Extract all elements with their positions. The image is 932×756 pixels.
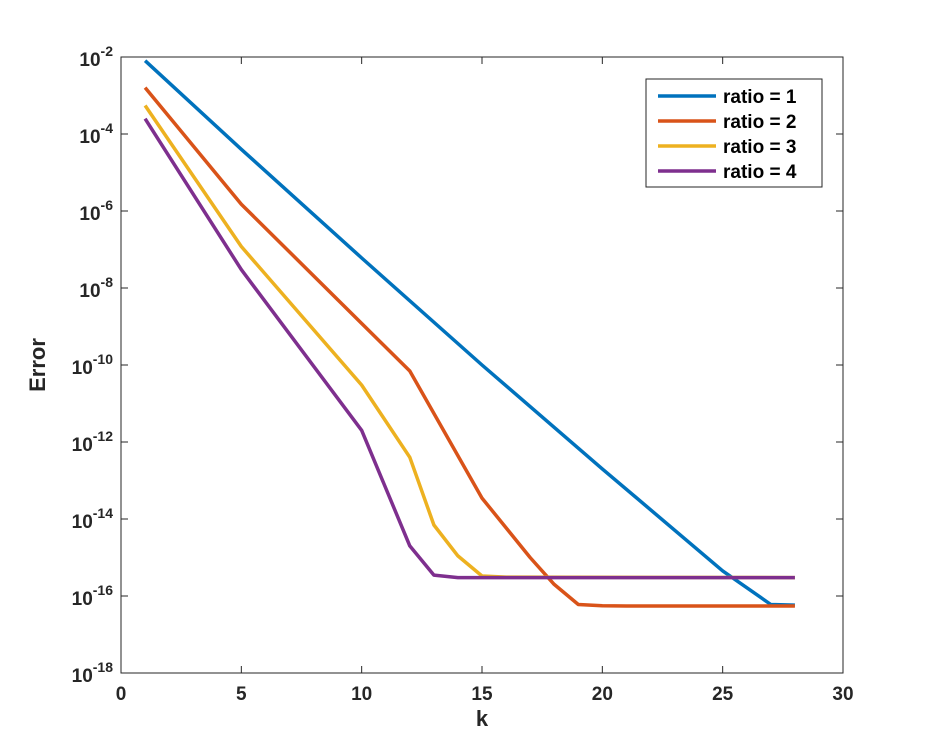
series-line-ratio-4 xyxy=(143,117,795,580)
series-line-ratio-2 xyxy=(143,86,795,608)
y-tick-exponent: -16 xyxy=(93,582,113,598)
axis-ticks xyxy=(120,56,844,674)
y-tick-exponent: -4 xyxy=(101,120,114,136)
y-tick-label: 10-10 xyxy=(72,351,114,379)
y-tick-exponent: -14 xyxy=(93,505,113,521)
y-tick-base: 10 xyxy=(72,589,93,610)
y-tick-label: 10-12 xyxy=(72,428,114,456)
y-tick-base: 10 xyxy=(72,512,93,533)
legend: ratio = 1 ratio = 2 ratio = 3 ratio = 4 xyxy=(645,78,823,188)
y-tick-base: 10 xyxy=(72,358,93,379)
y-tick-base: 10 xyxy=(79,50,100,71)
y-tick-base: 10 xyxy=(79,204,100,225)
y-tick-exponent: -2 xyxy=(101,43,114,59)
x-tick-label: 25 xyxy=(712,684,734,705)
legend-label: ratio = 1 xyxy=(723,87,797,108)
series-line-ratio-1 xyxy=(143,59,795,607)
legend-label: ratio = 4 xyxy=(723,162,797,183)
x-axis-title: k xyxy=(476,706,489,731)
y-tick-base: 10 xyxy=(79,281,100,302)
y-tick-exponent: -8 xyxy=(101,274,114,290)
y-tick-base: 10 xyxy=(72,435,93,456)
y-tick-label: 10-14 xyxy=(72,505,114,533)
y-tick-label: 10-2 xyxy=(79,43,113,71)
x-tick-label: 15 xyxy=(471,684,493,705)
y-tick-label: 10-6 xyxy=(79,197,113,225)
legend-label: ratio = 3 xyxy=(723,137,796,158)
legend-label: ratio = 2 xyxy=(723,112,796,133)
y-tick-exponent: -18 xyxy=(93,659,113,675)
x-tick-label: 30 xyxy=(832,684,853,705)
x-tick-labels: 0 5 10 15 20 25 30 xyxy=(116,684,854,705)
x-tick-label: 10 xyxy=(351,684,372,705)
x-tick-label: 20 xyxy=(592,684,613,705)
x-tick-label: 5 xyxy=(236,684,247,705)
y-tick-base: 10 xyxy=(79,127,100,148)
y-axis-title: Error xyxy=(25,338,50,392)
series-layer xyxy=(143,59,795,608)
y-tick-exponent: -6 xyxy=(101,197,114,213)
y-tick-label: 10-18 xyxy=(72,659,114,687)
y-tick-base: 10 xyxy=(72,666,93,687)
y-tick-label: 10-4 xyxy=(79,120,113,148)
x-tick-label: 0 xyxy=(116,684,127,705)
y-tick-label: 10-8 xyxy=(79,274,113,302)
y-tick-exponent: -10 xyxy=(93,351,113,367)
y-tick-labels: 10-1810-1610-1410-1210-1010-810-610-410-… xyxy=(72,43,114,687)
y-tick-exponent: -12 xyxy=(93,428,113,444)
y-tick-label: 10-16 xyxy=(72,582,114,610)
